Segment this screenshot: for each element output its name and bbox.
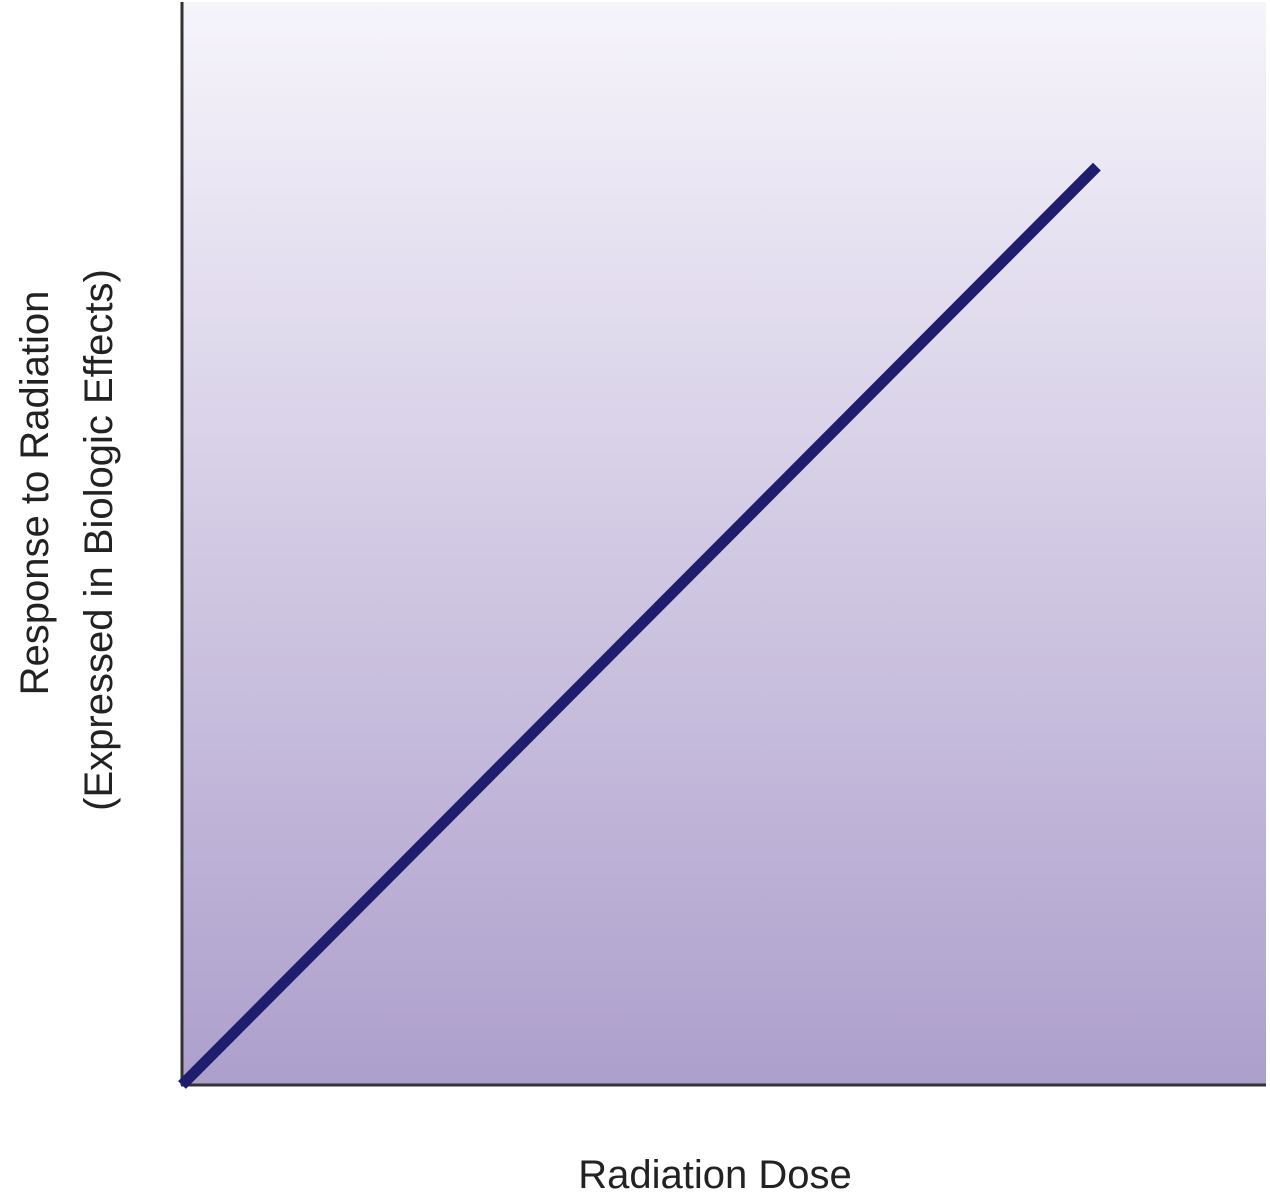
series-layer: [178, 162, 1101, 1089]
series-line-0: [178, 162, 1101, 1089]
x-axis-title: Radiation Dose: [578, 1153, 852, 1197]
y-axis-subtitle: (Expressed in Biologic Effects): [77, 269, 121, 811]
y-axis-title: Response to Radiation: [13, 291, 57, 696]
